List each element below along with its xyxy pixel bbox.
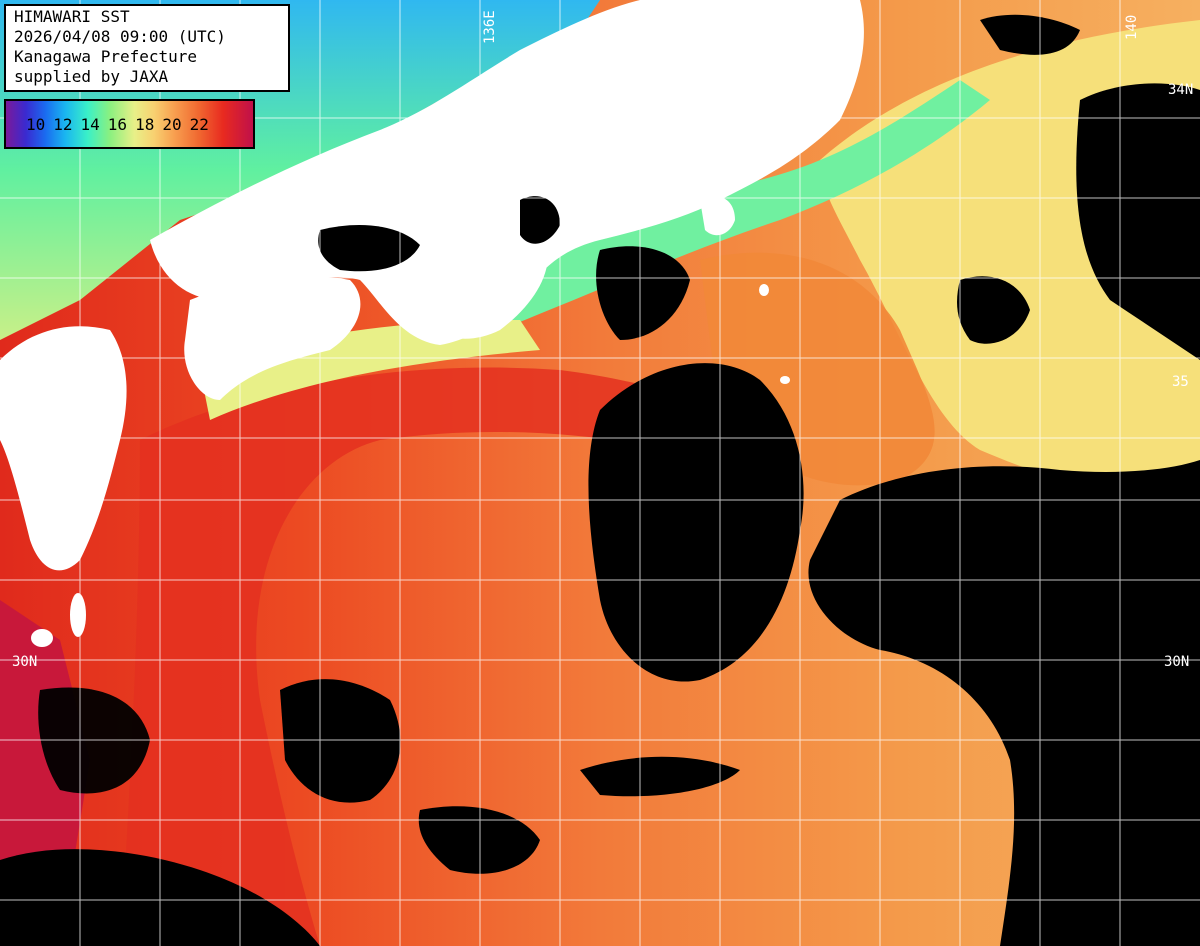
legend-label: 10	[26, 115, 46, 134]
legend-label: 16	[107, 115, 128, 134]
title-line-datetime: 2026/04/08 09:00 (UTC)	[14, 27, 226, 46]
title-line-region: Kanagawa Prefecture	[14, 47, 198, 66]
legend-label: 12	[53, 115, 73, 134]
lon-label-136e: 136E	[482, 10, 498, 44]
land-kyushu	[0, 326, 127, 571]
title-line-product: HIMAWARI SST	[14, 7, 130, 26]
land-shikoku	[184, 276, 361, 400]
land-tanegashima	[70, 593, 86, 637]
legend-label: 22	[189, 115, 209, 134]
lat-label-35-left: 35	[8, 374, 25, 390]
lat-label-30n-left: 30N	[12, 654, 37, 670]
land-island-south	[759, 284, 769, 296]
title-line-supplier: supplied by JAXA	[14, 67, 169, 86]
land-kii-peninsula	[414, 226, 548, 339]
lat-label-right-mid: 35	[1172, 374, 1189, 390]
legend-label: 14	[80, 115, 100, 134]
land-yakushima	[31, 629, 53, 647]
kuroshio-current	[120, 367, 760, 946]
legend-labels: 10 12 14 16 18 20 22	[26, 115, 209, 134]
title-box: HIMAWARI SST 2026/04/08 09:00 (UTC) Kana…	[4, 4, 290, 92]
lat-label-30n-right: 30N	[1164, 654, 1189, 670]
temperature-legend: 10 12 14 16 18 20 22	[4, 99, 255, 149]
land-izu-peninsula	[700, 196, 735, 236]
legend-label: 20	[162, 115, 182, 134]
land-hachijojima	[780, 376, 790, 384]
land-island-a	[7, 373, 25, 387]
lat-label-right-top: 34N	[1168, 82, 1193, 98]
legend-label: 18	[135, 115, 155, 134]
lon-label-140: 140	[1124, 15, 1140, 40]
